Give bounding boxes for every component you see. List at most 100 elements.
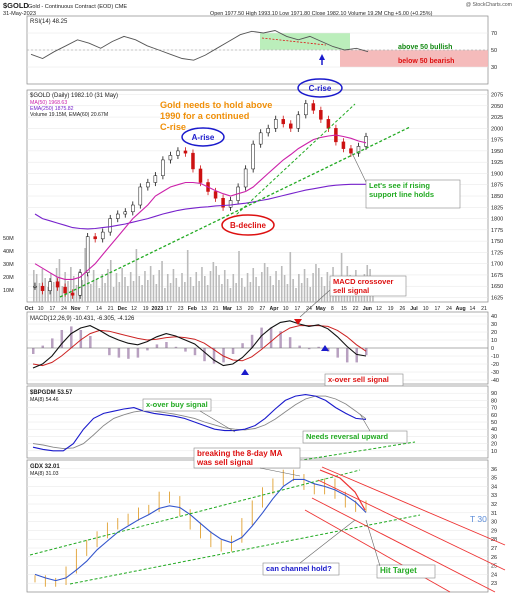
volume-bar [166, 274, 169, 302]
date-axis-label: Apr [270, 306, 279, 312]
date-axis-label: 14 [96, 306, 102, 312]
volume-bar [298, 274, 300, 302]
price-bar [326, 119, 331, 129]
rsi-tick-label: 30 [491, 65, 497, 71]
macd-histogram-bar [60, 330, 64, 348]
price-bar [221, 198, 225, 208]
price-bar [146, 182, 150, 188]
macd-histogram-bar [32, 348, 35, 354]
xover-buy-callout-box [142, 398, 212, 412]
macd-title: MACD(12,26,9) -10.431, -6.305, -4.126 [30, 316, 135, 322]
volume-bar [309, 287, 312, 302]
price-tick-label: 1675 [491, 273, 503, 279]
date-axis-label: 13 [236, 306, 242, 312]
volume-bar [101, 274, 103, 302]
volume-bar [278, 280, 280, 302]
price-bar [55, 281, 60, 288]
date-axis-label: 12 [376, 306, 382, 312]
gdx-tick-label: 33 [491, 493, 497, 499]
volume-bar [35, 274, 38, 302]
volume-bar [109, 260, 112, 302]
channel-hold-pointer [299, 519, 356, 564]
volume-bar [98, 288, 101, 302]
volume-bar [249, 282, 252, 302]
gdx-ma-legend: MA(8) 31.03 [30, 471, 59, 477]
volume-bar [52, 282, 55, 302]
price-bar [296, 114, 301, 129]
gdx-target-path [319, 469, 366, 511]
volume-bar [315, 264, 317, 302]
bpgdm-ma8-line [32, 395, 367, 450]
macd-histogram-bar [298, 345, 301, 348]
hit-target-pointer [365, 519, 381, 567]
reversal-callout: Needs reversal upward [306, 432, 389, 441]
date-axis-label: 17 [49, 306, 55, 312]
volume-bar [269, 276, 272, 302]
volume-bar [229, 288, 232, 302]
volume-bar [169, 283, 172, 302]
target-30-label: T 30 [470, 514, 487, 524]
volume-bar [138, 276, 141, 302]
volume-bar [292, 279, 294, 302]
price-bar [281, 119, 285, 125]
date-axis-label: 23 [178, 306, 184, 312]
volume-bar [192, 286, 195, 302]
volume-bar [184, 282, 186, 302]
instrument-name: Gold - Continuous Contract (EOD) CME [28, 4, 127, 10]
price-bar [168, 155, 173, 161]
price-bar [108, 218, 112, 233]
xover-buy-callout: x-over buy signal [146, 400, 208, 409]
date-axis-label: 26 [399, 306, 405, 312]
price-tick-label: 1900 [491, 171, 503, 177]
date-axis-label: 24 [446, 306, 452, 312]
price-tick-label: 1925 [491, 160, 503, 166]
gdx-lower-channel [69, 514, 421, 585]
volume-bar [152, 275, 155, 302]
volume-bar [326, 272, 329, 302]
volume-bar [155, 284, 158, 302]
hit-target-callout-box [376, 564, 436, 579]
rsi-line [30, 30, 369, 61]
volume-bar [289, 252, 292, 302]
price-bar [176, 150, 180, 156]
price-bar [123, 211, 128, 215]
rsi-up-arrow-icon [319, 54, 325, 60]
price-bar [138, 186, 143, 206]
price-bar [289, 123, 293, 129]
date-axis-label: May [316, 306, 326, 312]
rsi-divergence-line [261, 37, 327, 46]
price-tick-label: 1650 [491, 284, 503, 290]
macd-histogram-bar [307, 348, 311, 350]
volume-bar [215, 266, 217, 302]
volume-bar [280, 266, 283, 302]
date-axis-label: 13 [201, 306, 207, 312]
date-axis-label: Jul [410, 306, 418, 312]
volume-bar [172, 269, 175, 302]
bpgdm-tick-label: 40 [491, 427, 497, 433]
date-axis-label: 2023 [152, 306, 164, 312]
price-bar [100, 231, 105, 240]
date-axis-label: Aug [456, 306, 466, 312]
channel-hold-callout: can channel hold? [266, 564, 332, 573]
volume-bar [303, 269, 306, 302]
rsi-bear-label: below 50 bearish [398, 58, 454, 65]
volume-bar [235, 283, 237, 302]
volume-bar [195, 272, 198, 302]
date-axis-label: 10 [38, 306, 44, 312]
volume-bar [47, 287, 49, 302]
price-bar [161, 159, 165, 176]
bpgdm-tick-label: 30 [491, 434, 497, 440]
macd-buy-arrow-2-icon [321, 345, 329, 351]
macd-crossover-pointer [299, 289, 331, 318]
volume-bar [44, 278, 46, 302]
volume-bar [72, 276, 75, 302]
volume-bar [118, 282, 121, 302]
ema250-line [34, 183, 366, 230]
price-tick-label: 1725 [491, 250, 503, 256]
volume-legend: Volume 19.15M, EMA(60) 20.67M [30, 112, 108, 118]
price-bar [78, 272, 82, 296]
gold-hold-callout: 1990 for a continued [160, 111, 249, 121]
volume-bar [158, 270, 160, 302]
gdx-tick-label: 24 [491, 572, 497, 578]
volume-bar [164, 288, 166, 302]
